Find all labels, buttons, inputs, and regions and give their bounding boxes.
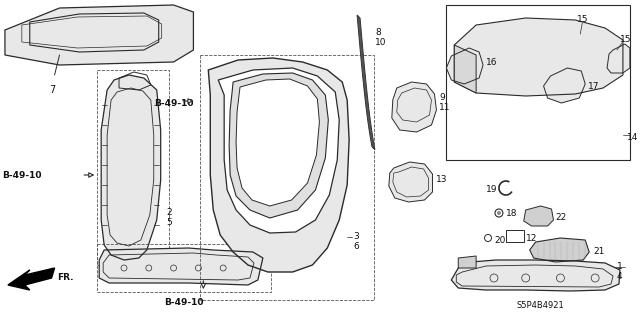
Text: 14: 14 [627,133,638,142]
Text: 9: 9 [440,93,445,102]
Polygon shape [229,73,328,218]
Text: 5: 5 [166,218,172,227]
Bar [97,70,168,265]
Polygon shape [392,82,436,132]
Text: S5P4B4921: S5P4B4921 [516,301,564,310]
Polygon shape [607,44,630,73]
Text: 18: 18 [506,209,517,218]
Polygon shape [446,48,483,84]
Polygon shape [454,18,623,96]
Text: 17: 17 [588,82,600,91]
Text: 7: 7 [49,85,56,95]
Text: B-49-10: B-49-10 [154,99,193,108]
Text: 3: 3 [353,232,359,241]
Text: 21: 21 [593,247,605,256]
Text: B-49-10: B-49-10 [2,170,42,180]
Polygon shape [543,68,585,103]
Text: 15: 15 [577,15,589,24]
Polygon shape [208,58,349,272]
Bar [446,5,630,160]
Polygon shape [454,45,476,93]
Text: 13: 13 [436,175,448,184]
Polygon shape [357,15,375,150]
Polygon shape [458,256,476,268]
Polygon shape [451,260,620,291]
Text: 6: 6 [353,242,359,251]
Circle shape [497,211,501,215]
Text: 8: 8 [375,28,381,37]
Text: 11: 11 [440,103,451,112]
Polygon shape [389,162,433,202]
Polygon shape [218,68,339,233]
Text: 2: 2 [166,208,172,217]
Text: 19: 19 [486,185,497,194]
Polygon shape [524,206,554,226]
Text: 1: 1 [617,262,623,271]
Text: 16: 16 [486,58,497,67]
Polygon shape [236,79,319,206]
Bar [506,230,524,242]
Text: 15: 15 [620,35,632,44]
Polygon shape [5,5,193,65]
Text: 12: 12 [525,234,537,243]
Bar [97,244,271,292]
Text: 20: 20 [494,236,506,245]
Text: B-49-10: B-49-10 [164,298,204,307]
Polygon shape [99,248,263,285]
Text: 4: 4 [617,272,623,281]
Polygon shape [8,268,54,290]
Bar [200,55,374,300]
Polygon shape [530,238,589,262]
Polygon shape [101,75,161,260]
Text: FR.: FR. [58,273,74,282]
Text: 22: 22 [556,213,567,222]
Text: 10: 10 [375,38,387,47]
